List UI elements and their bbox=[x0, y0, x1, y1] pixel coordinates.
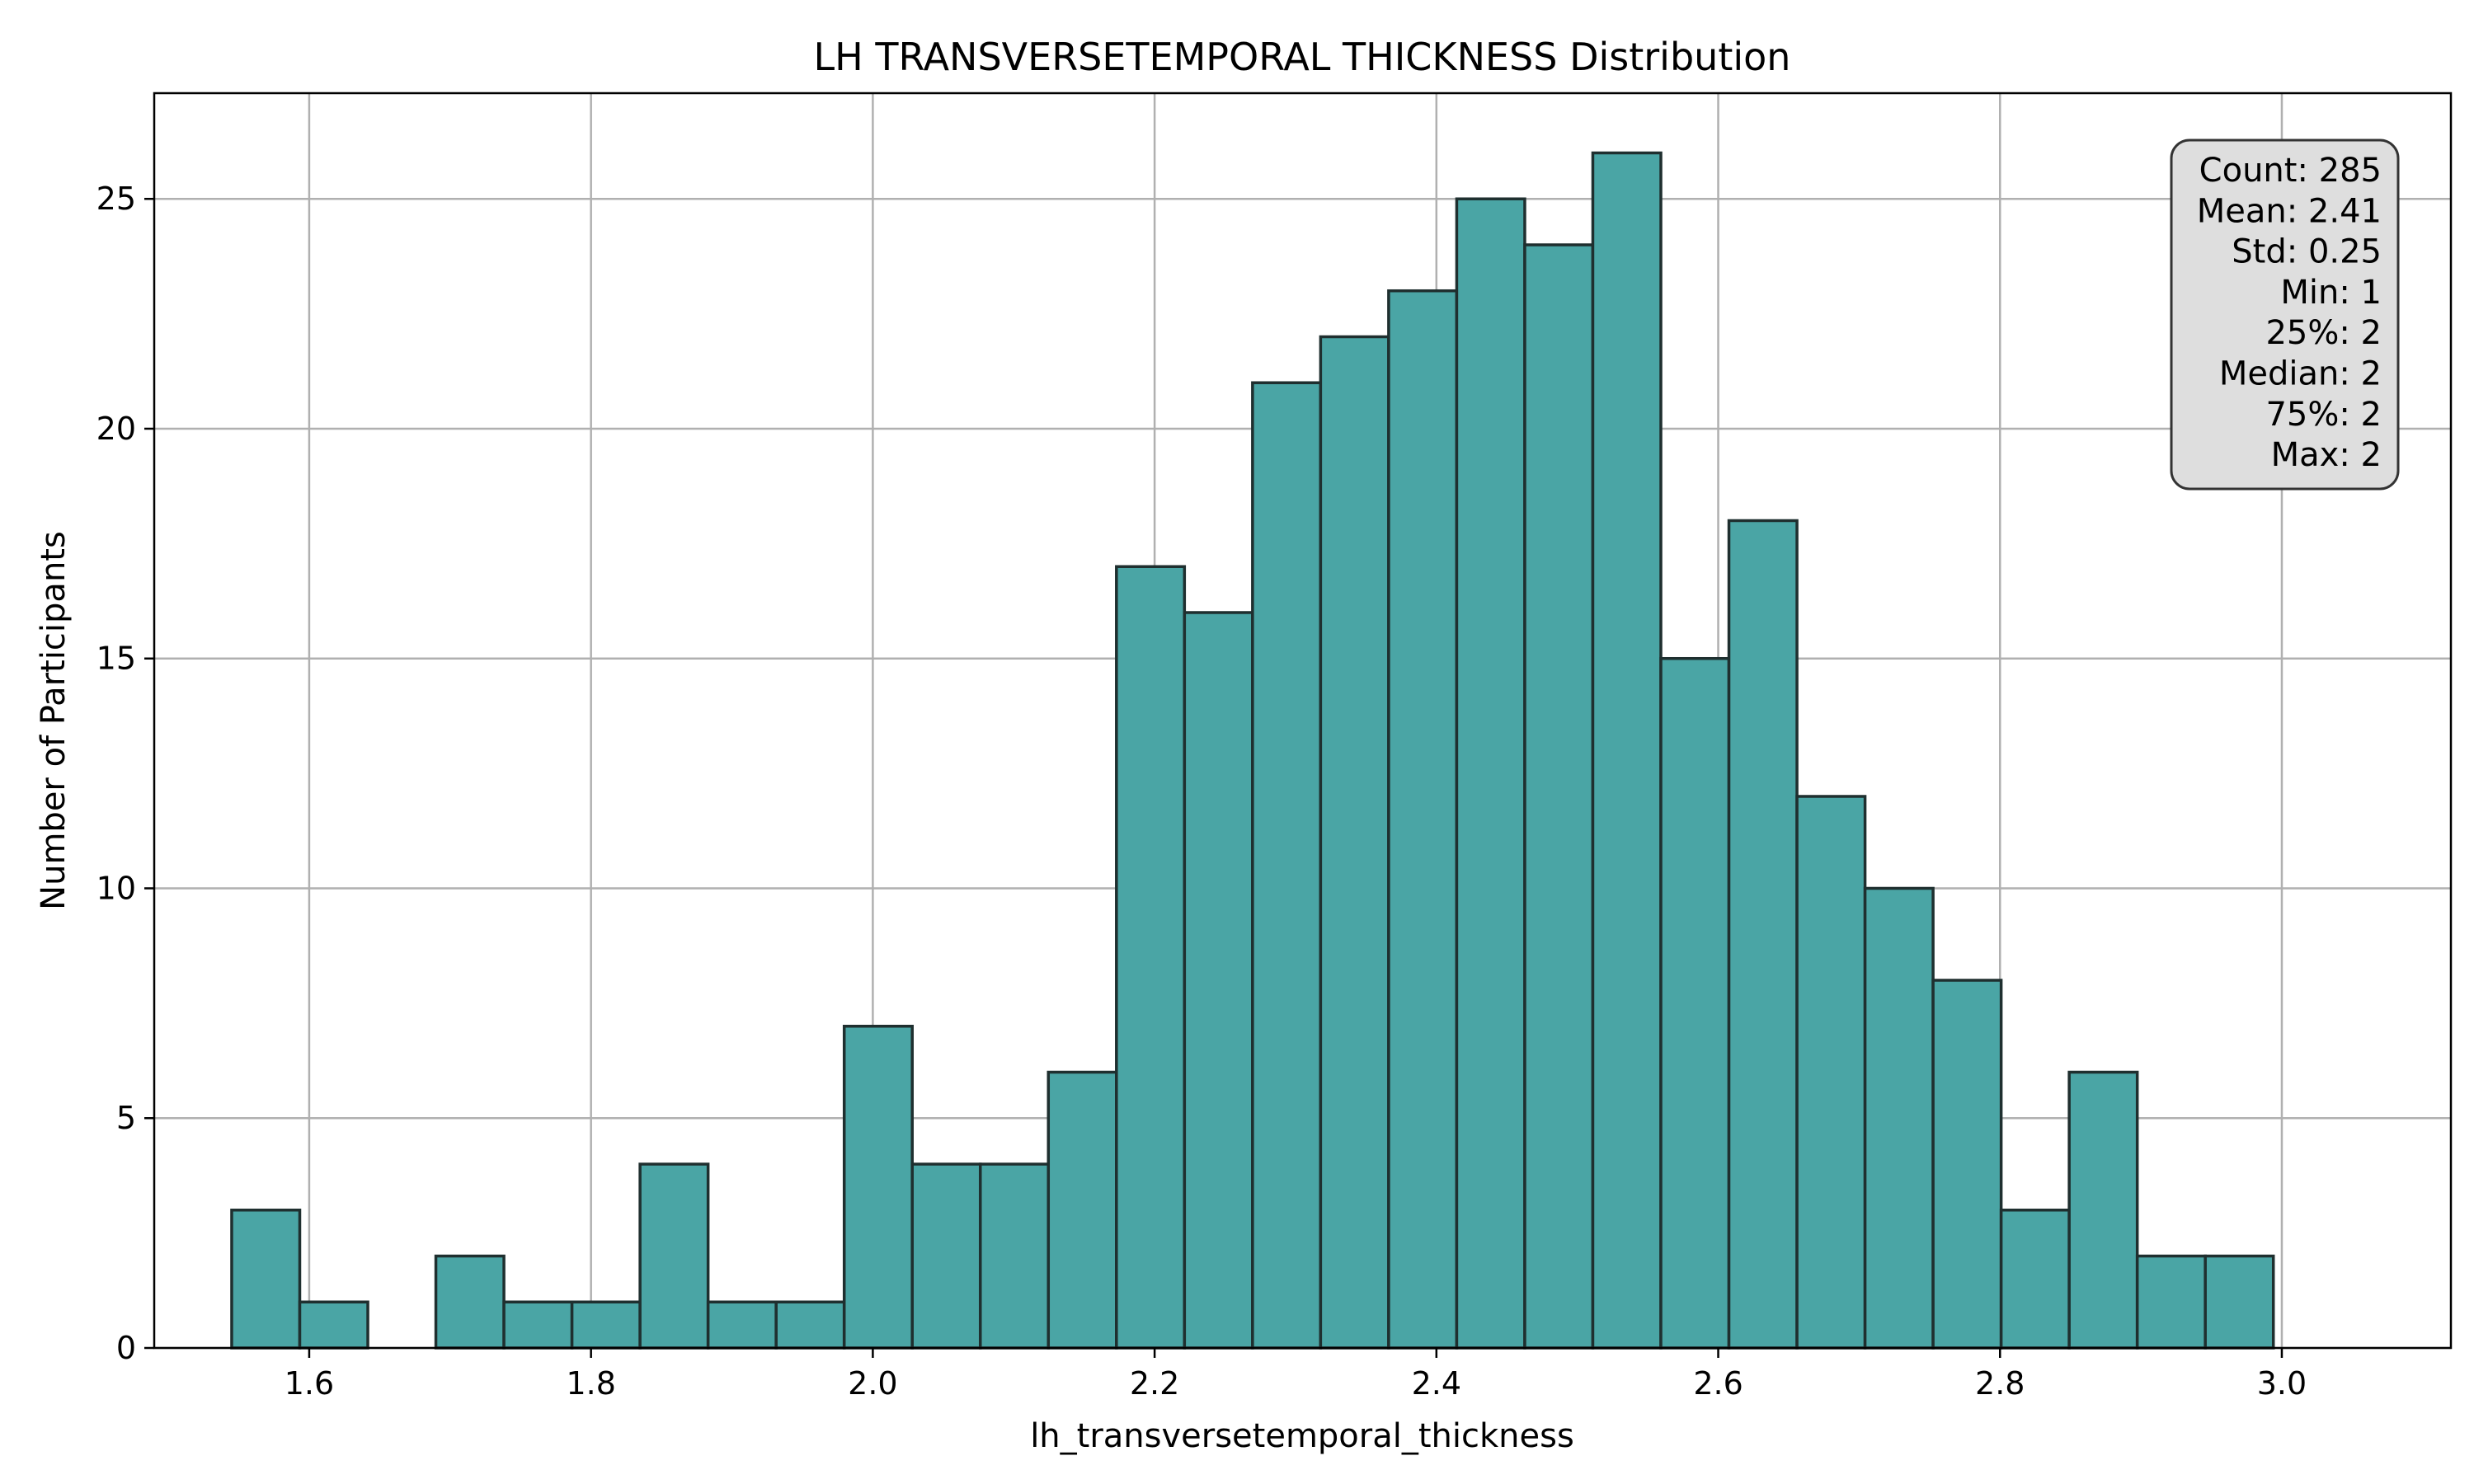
histogram-bar bbox=[1251, 381, 1323, 1350]
histogram-bar bbox=[1523, 243, 1595, 1350]
stats-line: Mean: 2.41 bbox=[2197, 192, 2382, 230]
histogram-bar bbox=[1659, 656, 1731, 1350]
x-tick-label: 2.8 bbox=[1975, 1365, 2025, 1402]
histogram-bar bbox=[434, 1254, 506, 1350]
histogram-bar bbox=[1319, 335, 1390, 1350]
y-tick-label: 10 bbox=[96, 870, 136, 906]
y-tick-label: 15 bbox=[96, 641, 136, 677]
y-axis-label: Number of Participants bbox=[35, 531, 73, 910]
x-tick-label: 2.6 bbox=[1693, 1365, 1743, 1402]
stats-line: 25%: 2 bbox=[2265, 314, 2382, 352]
chart-title: LH TRANSVERSETEMPORAL THICKNESS Distribu… bbox=[814, 35, 1791, 79]
stats-line: Median: 2 bbox=[2219, 355, 2382, 393]
histogram-bars bbox=[230, 151, 2275, 1350]
histogram-bar bbox=[502, 1300, 574, 1350]
y-tick-label: 20 bbox=[96, 411, 136, 447]
y-tick-label: 25 bbox=[96, 181, 136, 217]
histogram-bar bbox=[230, 1208, 302, 1350]
histogram-bar bbox=[298, 1300, 369, 1350]
histogram-bar bbox=[1795, 795, 1867, 1350]
stats-line: Max: 2 bbox=[2271, 436, 2382, 474]
x-tick-label: 2.0 bbox=[848, 1365, 897, 1402]
histogram-bar bbox=[978, 1162, 1051, 1350]
histogram-bar bbox=[2204, 1254, 2275, 1350]
stats-line: 75%: 2 bbox=[2265, 396, 2382, 434]
histogram-bar bbox=[1591, 151, 1663, 1350]
x-tick-label: 3.0 bbox=[2257, 1365, 2307, 1402]
histogram-bar bbox=[1183, 611, 1254, 1350]
x-tick-label: 1.8 bbox=[566, 1365, 615, 1402]
histogram-bar bbox=[1387, 289, 1459, 1350]
histogram-bar bbox=[706, 1300, 778, 1350]
histogram-bar bbox=[1727, 519, 1799, 1350]
x-tick-label: 2.2 bbox=[1130, 1365, 1179, 1402]
histogram-bar bbox=[1047, 1070, 1118, 1350]
histogram-bar bbox=[1455, 197, 1526, 1350]
y-tick-label: 0 bbox=[116, 1330, 136, 1366]
histogram-bar bbox=[842, 1024, 914, 1350]
x-axis-label: lh_transversetemporal_thickness bbox=[1030, 1417, 1574, 1455]
y-tick-label: 5 bbox=[116, 1100, 136, 1136]
histogram-bar bbox=[2135, 1254, 2207, 1350]
x-tick-label: 1.6 bbox=[285, 1365, 334, 1402]
histogram-bar bbox=[638, 1162, 710, 1350]
histogram-bar bbox=[1115, 565, 1187, 1350]
histogram-bar bbox=[1999, 1208, 2071, 1350]
stats-line: Std: 0.25 bbox=[2232, 233, 2382, 271]
histogram-bar bbox=[570, 1300, 642, 1350]
histogram-bar bbox=[910, 1162, 982, 1350]
histogram-bar bbox=[1863, 886, 1935, 1350]
stats-box-background bbox=[2170, 139, 2400, 491]
stats-line: Min: 1 bbox=[2280, 274, 2382, 312]
plot-frame bbox=[153, 92, 2453, 1350]
stats-line: Count: 285 bbox=[2199, 152, 2382, 190]
y-axis-ticks: 0 5 10 15 20 25 bbox=[96, 181, 154, 1366]
x-axis-ticks: 1.6 1.8 2.0 2.2 2.4 2.6 2.8 3.0 bbox=[285, 1348, 2307, 1402]
histogram-bar bbox=[1931, 979, 2003, 1350]
histogram-bar bbox=[774, 1300, 846, 1350]
x-tick-label: 2.4 bbox=[1412, 1365, 1461, 1402]
histogram-bar bbox=[2067, 1070, 2139, 1350]
